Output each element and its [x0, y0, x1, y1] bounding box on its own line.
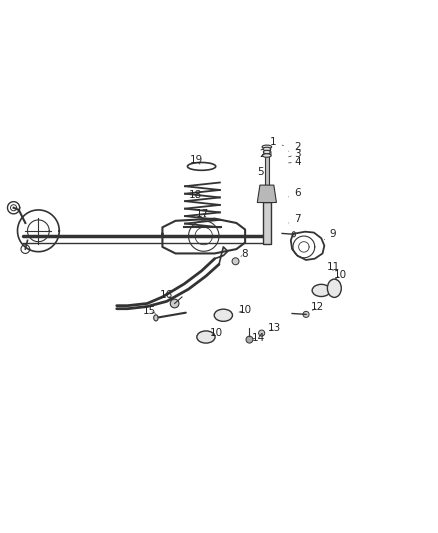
Text: 4: 4: [289, 157, 300, 167]
Text: 10: 10: [334, 270, 347, 280]
Text: 9: 9: [324, 229, 336, 239]
Text: 8: 8: [241, 249, 247, 260]
Ellipse shape: [263, 150, 270, 154]
Text: 11: 11: [326, 262, 339, 271]
Text: 19: 19: [190, 155, 203, 165]
Text: 14: 14: [251, 333, 265, 343]
Text: 13: 13: [268, 324, 281, 333]
Circle shape: [258, 330, 265, 336]
Ellipse shape: [154, 315, 158, 321]
Circle shape: [246, 336, 253, 343]
Text: 17: 17: [196, 209, 209, 219]
Ellipse shape: [197, 331, 215, 343]
Text: 10: 10: [210, 328, 223, 337]
Circle shape: [170, 299, 179, 308]
Text: 12: 12: [311, 302, 324, 312]
Text: 10: 10: [239, 305, 252, 315]
Text: 2: 2: [289, 142, 300, 152]
Text: 1: 1: [270, 138, 283, 148]
Bar: [265, 151, 268, 202]
Text: 3: 3: [289, 149, 300, 159]
Text: 5: 5: [257, 167, 269, 176]
Ellipse shape: [262, 145, 272, 149]
Text: 6: 6: [289, 188, 300, 198]
Text: 16: 16: [160, 290, 173, 300]
Ellipse shape: [312, 284, 330, 296]
Ellipse shape: [214, 309, 233, 321]
Circle shape: [232, 258, 239, 265]
Polygon shape: [257, 185, 276, 203]
Text: 15: 15: [143, 306, 156, 316]
Text: 20: 20: [259, 149, 272, 159]
Text: 7: 7: [289, 214, 300, 224]
Ellipse shape: [262, 154, 271, 157]
Ellipse shape: [263, 147, 271, 151]
Ellipse shape: [292, 232, 296, 237]
Ellipse shape: [327, 279, 341, 297]
Text: 18: 18: [188, 190, 201, 200]
Ellipse shape: [187, 163, 216, 171]
Circle shape: [303, 311, 309, 318]
Bar: [263, 202, 271, 244]
